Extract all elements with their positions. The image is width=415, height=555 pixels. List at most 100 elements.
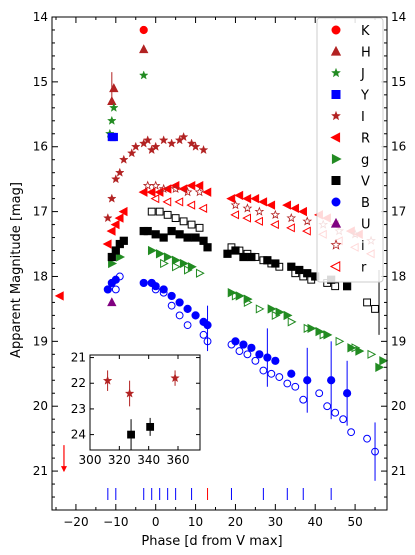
data-point — [179, 217, 188, 226]
data-point — [235, 246, 244, 255]
data-point — [251, 356, 260, 365]
data-point — [242, 193, 252, 204]
data-point — [343, 389, 352, 398]
data-point — [327, 376, 336, 385]
data-point — [298, 206, 307, 217]
series-k — [139, 25, 148, 35]
data-point — [302, 226, 311, 236]
legend-marker — [329, 261, 341, 272]
legend-marker — [331, 25, 341, 35]
data-point — [315, 389, 324, 398]
data-point — [266, 200, 276, 210]
inset-x-tick-label: 340 — [137, 453, 160, 467]
inset-x-tick-label: 360 — [167, 453, 190, 467]
inset-y-tick-label: 21 — [71, 351, 86, 365]
data-point — [230, 199, 241, 210]
legend-marker — [331, 153, 342, 165]
inset-data-point — [124, 388, 135, 398]
data-point — [198, 144, 209, 155]
data-point — [243, 350, 252, 359]
data-point — [131, 141, 141, 151]
upper-limit-arrowhead — [60, 466, 67, 473]
data-point — [371, 447, 379, 456]
data-point — [243, 297, 253, 308]
y-tick-label-right: 16 — [391, 140, 406, 154]
data-point — [162, 184, 172, 194]
data-point — [255, 350, 264, 359]
y-tick-label-left: 19 — [33, 334, 48, 348]
data-point — [242, 203, 253, 213]
data-point — [230, 210, 240, 220]
data-point — [331, 282, 340, 291]
data-point — [290, 203, 299, 214]
data-point — [159, 233, 168, 242]
legend-marker — [331, 197, 341, 207]
data-point — [171, 214, 180, 223]
data-point — [159, 288, 168, 297]
data-point — [109, 102, 119, 112]
data-point — [286, 212, 297, 223]
y-tick-label-right: 15 — [391, 75, 406, 89]
inset-y-tick-label: 22 — [71, 376, 86, 390]
data-point — [163, 252, 173, 262]
data-point — [194, 180, 204, 191]
data-point — [182, 187, 193, 197]
data-point — [198, 203, 208, 213]
data-point — [103, 213, 113, 223]
data-point — [115, 272, 124, 281]
data-point — [170, 183, 181, 194]
data-point — [239, 340, 248, 349]
data-point — [351, 343, 361, 353]
data-point — [258, 197, 268, 207]
y-tick-label-left: 16 — [33, 140, 48, 154]
data-point — [226, 193, 236, 204]
legend-marker — [330, 132, 341, 143]
data-point — [187, 220, 196, 229]
data-point — [139, 44, 149, 54]
data-point — [303, 376, 312, 385]
data-point — [194, 187, 205, 197]
data-point — [299, 395, 308, 404]
data-point — [155, 249, 165, 259]
data-point — [363, 434, 371, 443]
data-point — [142, 180, 153, 190]
x-axis-label: Phase [d from V max] — [141, 534, 282, 549]
data-point — [203, 243, 212, 252]
data-point — [234, 190, 244, 201]
data-point — [107, 115, 117, 125]
data-point — [343, 282, 352, 291]
data-point — [331, 408, 340, 417]
data-point — [242, 213, 251, 223]
legend-marker — [330, 217, 342, 228]
data-point — [109, 83, 119, 93]
series-y — [107, 132, 118, 142]
data-point — [183, 321, 192, 330]
data-point — [184, 265, 193, 275]
data-point — [299, 272, 308, 281]
data-point — [178, 184, 188, 194]
data-point — [102, 239, 112, 249]
data-point — [178, 132, 189, 142]
series-u — [107, 297, 117, 307]
x-tick-label: 0 — [152, 515, 160, 529]
data-point — [255, 304, 265, 314]
data-point — [139, 278, 148, 288]
y-tick-label-left: 14 — [33, 10, 48, 24]
y-tick-label-right: 21 — [391, 464, 406, 478]
legend-marker — [330, 239, 342, 250]
data-point — [158, 135, 169, 145]
inset-data-point — [127, 430, 135, 439]
data-point — [270, 219, 279, 230]
legend-label: g — [361, 153, 369, 168]
data-point — [267, 259, 276, 268]
y-tick-label-right: 20 — [391, 399, 406, 413]
data-point — [115, 167, 125, 177]
legend-label: B — [361, 196, 370, 211]
data-point — [247, 343, 256, 352]
data-point — [286, 223, 295, 233]
data-point — [109, 132, 118, 142]
data-point — [227, 243, 236, 252]
data-point — [195, 268, 205, 278]
y-tick-label-right: 17 — [391, 205, 406, 219]
